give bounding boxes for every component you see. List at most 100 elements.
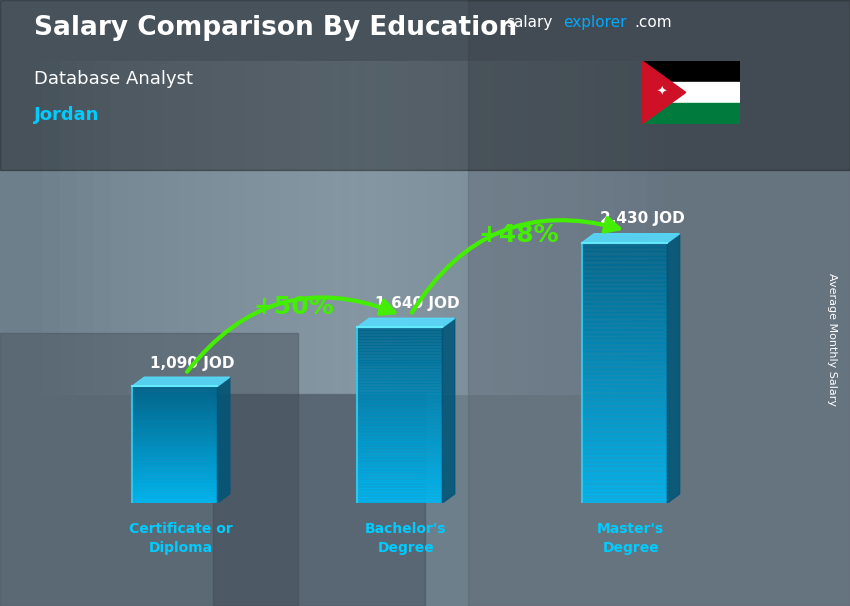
Bar: [581, 308, 667, 312]
Bar: [132, 487, 218, 490]
Bar: [357, 450, 442, 453]
Bar: [357, 474, 442, 477]
Bar: [132, 394, 218, 396]
Bar: [132, 460, 218, 462]
Bar: [357, 380, 442, 383]
Text: salary: salary: [506, 15, 552, 30]
Bar: [357, 339, 442, 342]
Bar: [94, 61, 391, 394]
Bar: [357, 391, 442, 395]
Bar: [60, 61, 357, 394]
Bar: [132, 454, 218, 456]
Bar: [357, 327, 442, 330]
Bar: [581, 321, 667, 325]
Bar: [132, 442, 218, 445]
Bar: [357, 476, 442, 479]
Bar: [178, 61, 476, 394]
Bar: [581, 416, 667, 421]
Bar: [132, 435, 218, 437]
Bar: [0, 0, 850, 170]
Bar: [357, 351, 442, 354]
Bar: [581, 429, 667, 434]
Bar: [132, 462, 218, 464]
Bar: [357, 462, 442, 465]
Polygon shape: [581, 234, 680, 243]
Bar: [357, 412, 442, 415]
Bar: [357, 415, 442, 418]
Bar: [132, 396, 218, 398]
Bar: [132, 458, 218, 460]
Bar: [132, 433, 218, 435]
Text: Database Analyst: Database Analyst: [34, 70, 193, 88]
Bar: [132, 447, 218, 448]
Bar: [581, 473, 667, 477]
Bar: [357, 342, 442, 345]
Bar: [357, 447, 442, 450]
Bar: [357, 365, 442, 368]
Bar: [132, 398, 218, 400]
Bar: [581, 286, 667, 290]
Bar: [581, 368, 667, 373]
Bar: [132, 392, 218, 394]
Bar: [581, 395, 667, 399]
Text: Certificate or
Diploma: Certificate or Diploma: [129, 522, 233, 554]
Bar: [581, 403, 667, 408]
Bar: [132, 450, 218, 453]
Bar: [357, 348, 442, 351]
Bar: [357, 421, 442, 424]
Bar: [132, 485, 218, 487]
Bar: [581, 334, 667, 338]
Text: 1,640 JOD: 1,640 JOD: [375, 296, 459, 311]
Bar: [298, 61, 595, 394]
Bar: [581, 360, 667, 364]
Bar: [581, 264, 667, 269]
Bar: [162, 61, 459, 394]
Bar: [357, 409, 442, 412]
Bar: [581, 325, 667, 330]
Bar: [581, 316, 667, 321]
Text: ✦: ✦: [657, 86, 667, 99]
Bar: [468, 0, 850, 606]
Bar: [132, 388, 218, 390]
Bar: [581, 481, 667, 485]
Bar: [357, 442, 442, 444]
Bar: [357, 500, 442, 503]
Polygon shape: [642, 61, 686, 124]
Bar: [348, 61, 646, 394]
Bar: [357, 356, 442, 359]
Bar: [581, 468, 667, 473]
Bar: [264, 61, 561, 394]
Bar: [581, 251, 667, 256]
Bar: [581, 425, 667, 429]
Bar: [132, 439, 218, 441]
Bar: [132, 482, 218, 484]
Bar: [212, 61, 510, 394]
Bar: [581, 485, 667, 490]
Bar: [132, 400, 218, 402]
Bar: [332, 61, 629, 394]
Bar: [581, 373, 667, 378]
Bar: [581, 290, 667, 295]
Bar: [0, 333, 298, 606]
Text: +48%: +48%: [478, 224, 558, 247]
Text: Average Monthly Salary: Average Monthly Salary: [827, 273, 837, 406]
Bar: [132, 479, 218, 482]
Bar: [357, 488, 442, 491]
Bar: [581, 386, 667, 390]
Bar: [357, 453, 442, 456]
Bar: [581, 351, 667, 356]
Bar: [357, 345, 442, 348]
Bar: [581, 273, 667, 278]
Bar: [581, 304, 667, 308]
Bar: [132, 418, 218, 419]
Bar: [230, 61, 527, 394]
Bar: [357, 359, 442, 362]
Bar: [357, 459, 442, 462]
Bar: [357, 386, 442, 389]
Bar: [132, 448, 218, 450]
Bar: [642, 103, 740, 124]
Bar: [581, 464, 667, 468]
Bar: [357, 336, 442, 339]
Bar: [357, 407, 442, 409]
Bar: [357, 436, 442, 439]
